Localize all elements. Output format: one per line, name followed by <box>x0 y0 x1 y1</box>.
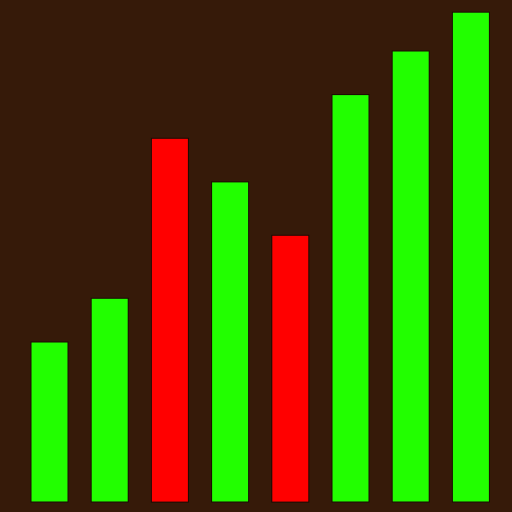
bars-group <box>30 11 490 503</box>
bar-6 <box>331 94 370 503</box>
bar-7 <box>391 50 430 503</box>
bar-3 <box>150 137 189 503</box>
bar-2 <box>90 297 129 503</box>
bar-4 <box>211 181 250 503</box>
bar-8 <box>451 11 490 503</box>
bar-5 <box>271 234 310 503</box>
bar-1 <box>30 341 69 503</box>
